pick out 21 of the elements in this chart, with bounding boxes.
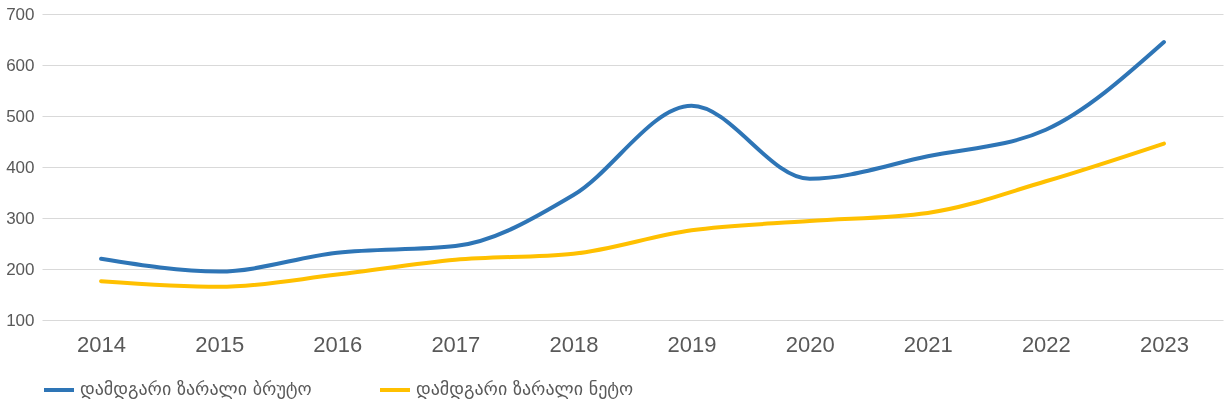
x-tick-label: 2014: [77, 331, 127, 357]
y-tick-label: 300: [6, 208, 35, 228]
x-tick-label: 2017: [431, 331, 481, 357]
y-tick-label: 200: [6, 259, 35, 279]
x-tick-label: 2021: [903, 331, 953, 357]
y-tick-label: 100: [6, 310, 35, 330]
x-tick-label: 2023: [1139, 331, 1189, 357]
line-series: [99, 40, 1166, 274]
y-tick-label: 700: [6, 4, 35, 24]
x-tick-label: 2020: [785, 331, 835, 357]
line-series: [99, 141, 1166, 289]
y-tick-label: 600: [6, 55, 35, 75]
x-tick-label: 2015: [195, 331, 245, 357]
y-tick-label: 500: [6, 106, 35, 126]
x-tick-label: 2022: [1021, 331, 1071, 357]
x-tick-label: 2018: [549, 331, 599, 357]
legend-label: დამდგარი ზარალი ნეტო: [416, 378, 634, 399]
y-tick-label: 400: [6, 157, 35, 177]
x-tick-label: 2019: [667, 331, 717, 357]
legend-label: დამდგარი ზარალი ბრუტო: [80, 378, 312, 399]
x-tick-label: 2016: [313, 331, 363, 357]
